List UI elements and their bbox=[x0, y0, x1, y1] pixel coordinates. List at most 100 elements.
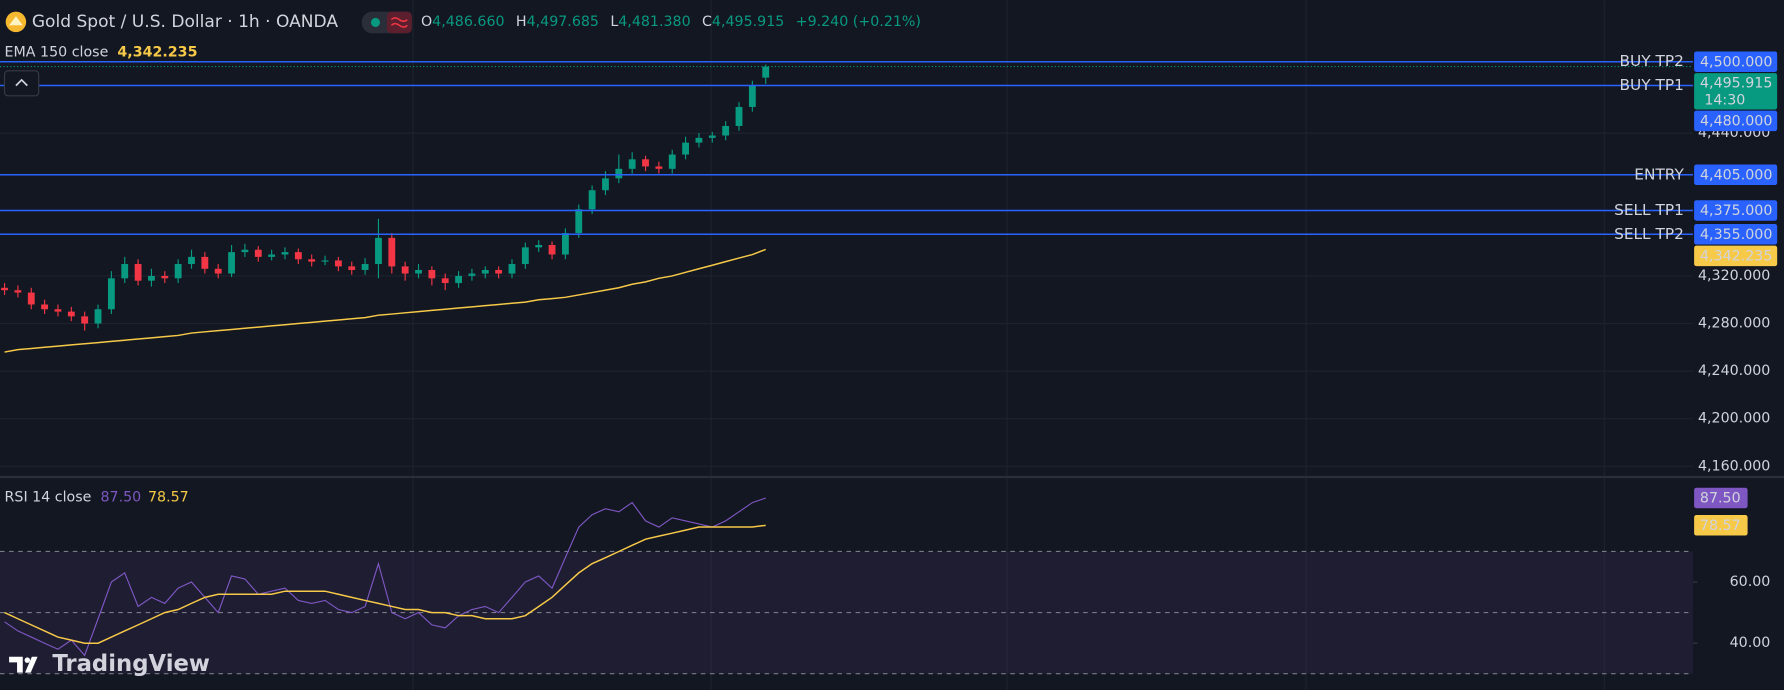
ohlc-prefix: L bbox=[610, 14, 618, 30]
ohlc-prefix: O bbox=[421, 14, 432, 30]
market-open-dot bbox=[370, 17, 381, 27]
candle-body bbox=[27, 292, 35, 305]
time-grid bbox=[412, 0, 1605, 690]
candle-body bbox=[655, 166, 663, 169]
rsi-ma-value: 78.57 bbox=[148, 489, 189, 505]
level-price-box bbox=[1694, 164, 1778, 186]
candle-body bbox=[67, 311, 75, 317]
candle-body bbox=[148, 275, 155, 281]
candle-body bbox=[615, 168, 623, 179]
bar-countdown: 14:30 bbox=[1704, 92, 1745, 108]
y-tick-label: 4,280.000 bbox=[1698, 316, 1770, 332]
level-price-label: 4,375.000 bbox=[1700, 203, 1772, 219]
candle-body bbox=[455, 275, 462, 284]
candle-body bbox=[508, 264, 516, 274]
candle-body bbox=[94, 309, 102, 324]
rsi-legend: RSI 14 close 87.50 78.57 bbox=[5, 489, 189, 505]
alert-icon bbox=[390, 17, 408, 28]
candle-body bbox=[575, 209, 583, 234]
candle-body bbox=[628, 159, 636, 169]
candle-body bbox=[602, 178, 609, 191]
rsi-value-box bbox=[1694, 515, 1748, 536]
candle-body bbox=[134, 264, 142, 281]
y-tick-label: 40.00 bbox=[1730, 635, 1771, 651]
ohlc-legend: O4,486.660 H4,497.685 L4,481.380 C4,495.… bbox=[421, 14, 921, 30]
candle-body bbox=[415, 269, 422, 274]
candle-body bbox=[428, 269, 436, 279]
level-name: ENTRY bbox=[1634, 165, 1684, 183]
watermark: TradingView bbox=[52, 651, 210, 677]
rsi-line bbox=[4, 497, 766, 657]
candle-body bbox=[762, 66, 770, 78]
candle-body bbox=[642, 159, 649, 167]
ohlc-prefix: H bbox=[516, 14, 527, 30]
candle-body bbox=[695, 137, 703, 143]
price-change: +9.240 (+0.21%) bbox=[796, 14, 921, 30]
level-name: SELL TP1 bbox=[1614, 201, 1684, 219]
ema-price-label: 4,342.235 bbox=[1700, 248, 1772, 264]
candle-body bbox=[401, 266, 409, 274]
symbol-title: Gold Spot / U.S. Dollar · 1h · OANDA bbox=[32, 12, 339, 32]
candle-body bbox=[388, 237, 396, 267]
ema-value: 4,342.235 bbox=[117, 45, 197, 61]
candle-body bbox=[588, 190, 596, 210]
candle-body bbox=[308, 259, 316, 262]
candle-body bbox=[41, 304, 49, 310]
candle-body bbox=[748, 85, 756, 107]
last-price-label: 4,495.915 bbox=[1700, 75, 1772, 91]
ema-title: EMA 150 close bbox=[5, 45, 109, 61]
plot-layer: 4,160.000 4,200.000 4,240.000 4,280.000 4,32… bbox=[0, 51, 1778, 675]
rsi-value: 87.50 bbox=[100, 489, 141, 505]
candle-body bbox=[535, 244, 543, 248]
ema-line bbox=[4, 248, 766, 353]
y-tick-label: 4,320.000 bbox=[1698, 268, 1770, 284]
collapse-icon bbox=[15, 78, 28, 87]
candle-body bbox=[375, 237, 382, 265]
level-price-label: 4,480.000 bbox=[1700, 113, 1772, 129]
candle-body bbox=[161, 275, 169, 279]
candle-body bbox=[54, 309, 62, 312]
rsi-value-label: 87.50 bbox=[1700, 491, 1741, 507]
y-tick-label: 4,160.000 bbox=[1698, 458, 1770, 474]
level-price-label: 4,355.000 bbox=[1700, 227, 1772, 243]
candle-body bbox=[241, 249, 249, 253]
watermark-logo-dot bbox=[24, 657, 31, 663]
candle-body bbox=[254, 249, 262, 257]
candle-body bbox=[361, 264, 369, 270]
candle-body bbox=[228, 252, 235, 274]
candle-body bbox=[14, 290, 22, 293]
collapse-button[interactable] bbox=[3, 70, 40, 97]
level-price-label: 4,500.000 bbox=[1700, 54, 1772, 70]
level-name: SELL TP2 bbox=[1614, 225, 1684, 243]
y-tick-label: 4,240.000 bbox=[1698, 363, 1770, 379]
ohlc-value: 4,486.660 bbox=[432, 14, 504, 30]
candle-body bbox=[668, 154, 676, 169]
candle-body bbox=[294, 252, 302, 260]
candle-body bbox=[201, 256, 209, 269]
candle-body bbox=[468, 273, 476, 276]
candle-body bbox=[441, 278, 449, 284]
level-price-box bbox=[1694, 200, 1778, 221]
alert-badge[interactable] bbox=[386, 11, 412, 34]
candle-body bbox=[708, 135, 716, 138]
candle-body bbox=[561, 233, 569, 255]
candle-body bbox=[348, 266, 356, 270]
y-tick-label: 60.00 bbox=[1730, 574, 1771, 590]
candle-body bbox=[1, 287, 8, 291]
ohlc-value: 4,481.380 bbox=[618, 14, 690, 30]
ohlc-value: 4,497.685 bbox=[527, 14, 599, 30]
candle-body bbox=[188, 256, 195, 265]
symbol-icon-mark bbox=[9, 16, 23, 26]
level-name: BUY TP1 bbox=[1619, 76, 1683, 94]
candle-body bbox=[81, 316, 89, 324]
level-price-box bbox=[1694, 110, 1778, 132]
candle-body bbox=[548, 244, 556, 255]
watermark-logo bbox=[9, 656, 38, 673]
ohlc-prefix: C bbox=[702, 14, 712, 30]
candle-body bbox=[214, 268, 222, 274]
candle-body bbox=[281, 252, 289, 255]
